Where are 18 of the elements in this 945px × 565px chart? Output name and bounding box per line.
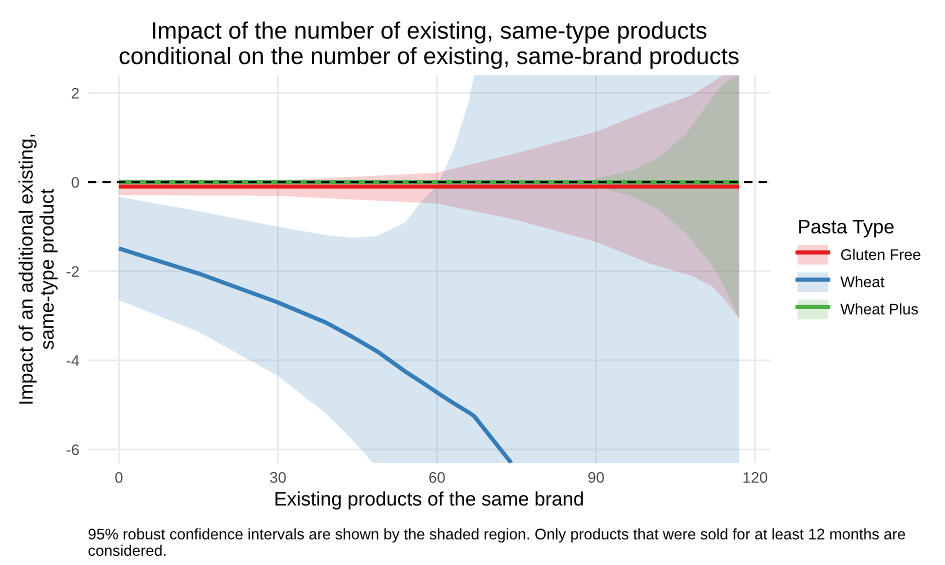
y-axis-title: Impact of an additional existing, same-type product	[18, 134, 58, 404]
y-tick-label: -6	[66, 444, 79, 456]
y-tick-label: -2	[66, 266, 79, 277]
x-tick-label: 30	[270, 472, 286, 483]
y-tick-label: -4	[66, 355, 80, 366]
x-tick-label: 0	[115, 472, 123, 483]
x-tick-label: 90	[588, 472, 604, 483]
chart-title: Impact of the number of existing, same-type products conditional on the number of existing, same-brand products	[120, 21, 739, 69]
legend-label: Wheat	[840, 276, 884, 288]
y-tick-label: 2	[72, 88, 79, 99]
x-tick-label: 60	[429, 472, 445, 483]
legend-label: Wheat Plus	[840, 303, 918, 315]
legend-title: Pasta Type	[799, 220, 894, 238]
x-tick-label: 120	[743, 472, 768, 483]
legend-label: Gluten Free	[841, 248, 920, 260]
y-tick-label: 0	[72, 176, 79, 188]
text: 95% robust confidence intervals are shown by the shaded region. Only products that were sold for at least 12 months are considered.	[88, 528, 906, 556]
x-axis-title: Existing products of the same brand	[276, 491, 583, 510]
